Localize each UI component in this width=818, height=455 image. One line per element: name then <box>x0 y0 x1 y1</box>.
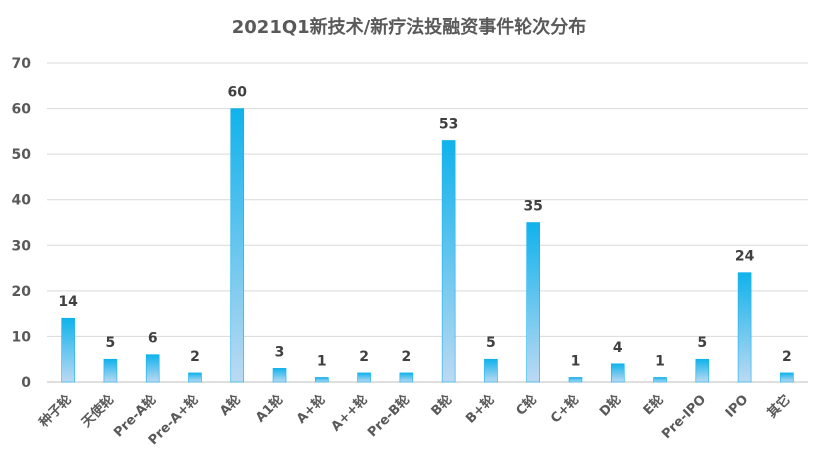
data-label: 14 <box>58 294 78 310</box>
data-label: 60 <box>228 85 248 101</box>
x-tick-label: 天使轮 <box>78 392 117 431</box>
x-tick-label: A轮 <box>216 392 244 420</box>
data-label: 6 <box>148 331 158 347</box>
bar <box>272 368 287 383</box>
x-tick-label: C+轮 <box>547 392 582 427</box>
data-label: 5 <box>106 335 116 351</box>
y-tick-label: 70 <box>12 56 32 72</box>
x-tick-label: D轮 <box>596 392 624 420</box>
bar <box>315 377 329 383</box>
bar <box>695 358 710 383</box>
x-tick-label: IPO <box>723 392 752 421</box>
x-tick-label: A1轮 <box>252 392 286 426</box>
x-tick-label: Pre-B轮 <box>364 392 413 441</box>
x-tick-label: B+轮 <box>463 392 498 427</box>
bar <box>103 358 118 383</box>
data-label: 2 <box>782 349 792 365</box>
y-tick-label: 40 <box>12 193 32 209</box>
grid-lines <box>47 62 808 383</box>
y-tick-label: 30 <box>12 238 32 254</box>
y-tick-label: 50 <box>12 147 32 163</box>
data-label: 24 <box>735 249 755 265</box>
bar <box>653 377 667 383</box>
bar <box>568 377 583 383</box>
y-tick-label: 10 <box>12 329 32 345</box>
y-tick-label: 0 <box>21 375 31 391</box>
bar <box>484 358 498 383</box>
x-tick-label: Pre-IPO <box>659 392 709 442</box>
data-label: 2 <box>359 349 369 365</box>
bar <box>61 317 75 383</box>
data-label: 53 <box>439 116 458 132</box>
data-label: 5 <box>486 335 496 351</box>
x-tick-label: E轮 <box>640 392 667 419</box>
bar <box>230 108 245 383</box>
bar <box>441 140 456 383</box>
y-tick-label: 60 <box>12 102 32 118</box>
data-label: 4 <box>613 340 623 356</box>
x-tick-label: A+轮 <box>293 392 328 427</box>
bar <box>188 372 202 383</box>
bar <box>145 354 160 383</box>
bars <box>61 108 794 383</box>
x-tick-label: 其它 <box>764 392 794 422</box>
chart-title: 2021Q1新技术/新疗法投融资事件轮次分布 <box>232 16 587 38</box>
data-label: 35 <box>523 199 542 215</box>
data-label: 5 <box>697 335 707 351</box>
bar <box>357 372 371 383</box>
data-label: 3 <box>275 344 285 360</box>
data-label: 1 <box>571 353 581 369</box>
data-label: 1 <box>317 353 327 369</box>
y-axis-ticks: 0 10 20 30 40 50 60 70 <box>12 56 32 391</box>
y-tick-label: 20 <box>12 284 32 300</box>
data-label: 2 <box>190 349 200 365</box>
data-label: 1 <box>655 353 665 369</box>
bar <box>526 222 540 383</box>
x-tick-label: B轮 <box>428 392 456 420</box>
x-tick-label: A++轮 <box>328 392 371 435</box>
bar <box>780 372 794 383</box>
x-tick-label: C轮 <box>513 392 540 419</box>
bar <box>399 372 414 383</box>
data-label: 2 <box>401 349 411 365</box>
bar <box>610 363 625 383</box>
bar <box>737 272 752 383</box>
x-tick-label: 种子轮 <box>35 392 75 432</box>
